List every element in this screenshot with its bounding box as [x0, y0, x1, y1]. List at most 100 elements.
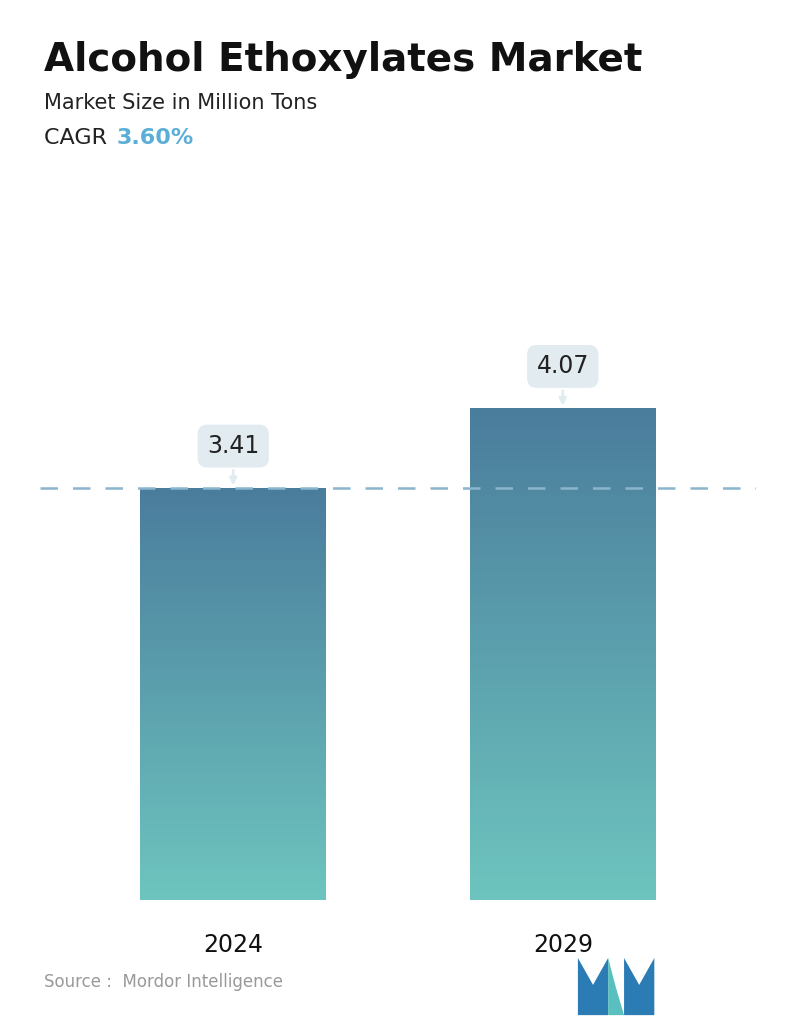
Bar — [470, 861, 656, 863]
Bar — [470, 656, 656, 658]
Bar — [470, 554, 656, 556]
Bar — [470, 513, 656, 515]
Bar — [140, 832, 326, 833]
Bar — [140, 843, 326, 845]
Bar — [470, 606, 656, 608]
Bar — [140, 561, 326, 564]
Bar — [470, 508, 656, 510]
Bar — [470, 600, 656, 602]
Bar — [470, 634, 656, 636]
Bar — [470, 415, 656, 417]
Bar — [470, 749, 656, 751]
Bar — [470, 423, 656, 425]
Bar — [470, 661, 656, 662]
Bar — [140, 740, 326, 741]
Bar — [140, 753, 326, 754]
Bar — [470, 692, 656, 694]
Bar — [470, 880, 656, 882]
Bar — [140, 707, 326, 709]
Bar — [140, 525, 326, 526]
Bar — [140, 891, 326, 892]
Bar — [470, 875, 656, 877]
Bar — [470, 771, 656, 773]
Bar — [470, 785, 656, 787]
Bar — [470, 602, 656, 604]
Bar — [140, 704, 326, 706]
Bar — [470, 505, 656, 507]
Text: 2029: 2029 — [533, 934, 593, 957]
Bar — [140, 534, 326, 535]
Bar — [470, 526, 656, 528]
Bar — [470, 653, 656, 656]
Bar — [470, 668, 656, 670]
Bar — [140, 615, 326, 617]
Bar — [470, 735, 656, 737]
Bar — [470, 804, 656, 807]
Bar — [140, 517, 326, 518]
Bar — [140, 555, 326, 556]
Bar — [470, 496, 656, 498]
Bar — [470, 485, 656, 487]
Bar — [470, 711, 656, 713]
Bar — [140, 822, 326, 824]
Bar — [470, 446, 656, 448]
Bar — [470, 426, 656, 428]
Bar — [470, 680, 656, 681]
Bar — [140, 757, 326, 758]
Bar — [140, 565, 326, 567]
Bar — [140, 649, 326, 651]
Bar — [470, 690, 656, 692]
Bar — [140, 818, 326, 820]
Bar — [140, 503, 326, 505]
Bar — [140, 828, 326, 829]
Bar — [140, 788, 326, 790]
Bar — [140, 719, 326, 720]
Bar — [140, 494, 326, 496]
Bar — [470, 631, 656, 633]
Bar — [140, 603, 326, 605]
Bar — [140, 678, 326, 680]
Bar — [140, 751, 326, 753]
Bar — [470, 672, 656, 674]
Bar — [140, 618, 326, 619]
Bar — [140, 804, 326, 807]
Bar — [470, 740, 656, 742]
Bar — [140, 885, 326, 887]
Bar — [140, 741, 326, 743]
Bar — [140, 643, 326, 644]
Bar — [470, 493, 656, 495]
Bar — [140, 535, 326, 537]
Bar — [470, 695, 656, 697]
Bar — [470, 759, 656, 760]
Bar — [470, 852, 656, 854]
Bar — [470, 720, 656, 721]
Bar — [470, 693, 656, 695]
Bar — [140, 664, 326, 665]
Bar — [140, 581, 326, 583]
Bar — [470, 858, 656, 860]
Bar — [140, 872, 326, 874]
Bar — [470, 519, 656, 521]
Bar — [470, 796, 656, 798]
Bar — [140, 679, 326, 681]
Bar — [470, 536, 656, 538]
Bar — [470, 571, 656, 572]
Bar — [140, 735, 326, 736]
Bar — [140, 732, 326, 734]
Text: 2024: 2024 — [203, 934, 263, 957]
Bar — [140, 612, 326, 614]
Bar — [470, 512, 656, 513]
Bar — [140, 607, 326, 609]
Bar — [470, 819, 656, 821]
Bar — [470, 420, 656, 422]
Bar — [140, 582, 326, 584]
Bar — [470, 457, 656, 459]
Bar — [470, 409, 656, 412]
Bar — [470, 751, 656, 753]
Bar — [140, 645, 326, 647]
Bar — [140, 522, 326, 524]
Bar — [140, 750, 326, 752]
Bar — [470, 793, 656, 795]
Bar — [140, 507, 326, 509]
Bar — [470, 872, 656, 874]
